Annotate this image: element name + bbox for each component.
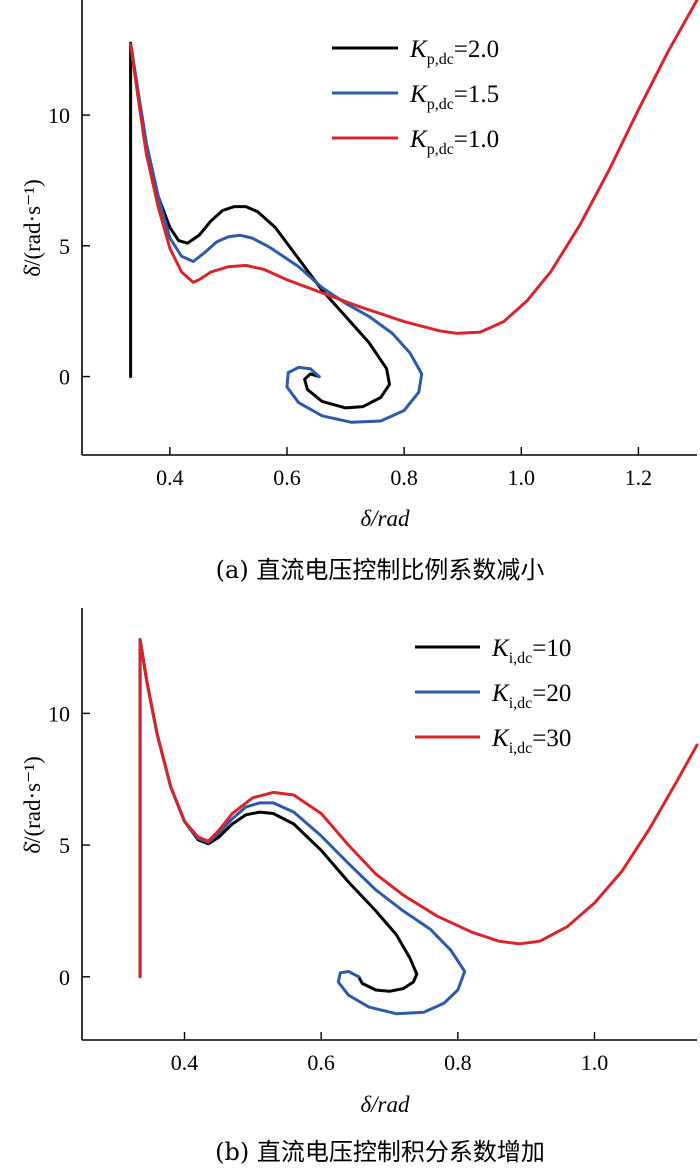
panel-a-ticks: 0.4 0.6 0.8 1.0 1.2 0 5 10 <box>48 103 652 490</box>
y-tick-label: 0 <box>59 965 70 990</box>
series-line-2 <box>129 43 424 424</box>
x-tick-label: 0.4 <box>171 1050 199 1075</box>
panel-a-series <box>129 0 699 424</box>
panel-b-caption: (b) 直流电压控制积分系数增加 <box>215 1138 545 1166</box>
y-tick-label: 5 <box>59 833 70 858</box>
panel-a: 0.4 0.6 0.8 1.0 1.2 0 5 10 δ/rad δ̇/(rad·s⁻¹) K… <box>20 0 699 584</box>
x-tick-label: 0.8 <box>444 1050 472 1075</box>
series-line-3 <box>138 638 699 979</box>
legend-label: Kp,dc=1.0 <box>409 126 499 158</box>
x-tick-label: 1.0 <box>508 465 536 490</box>
y-tick-label: 10 <box>48 701 70 726</box>
x-tick-label: 0.8 <box>390 465 418 490</box>
y-tick-label: 10 <box>48 103 70 128</box>
x-tick-label: 0.6 <box>273 465 301 490</box>
x-tick-label: 0.4 <box>156 465 184 490</box>
panel-b-series <box>138 638 699 1016</box>
legend-label: Kp,dc=1.5 <box>409 81 499 113</box>
y-tick-label: 5 <box>59 234 70 259</box>
panel-a-x-axis-title: δ/rad <box>360 506 410 531</box>
legend-label: Kp,dc=2.0 <box>409 36 499 68</box>
legend-label: Ki,dc=30 <box>491 725 571 757</box>
y-tick-label: 0 <box>59 365 70 390</box>
panel-a-y-axis-title: δ̇/(rad·s⁻¹) <box>20 179 45 277</box>
panel-b-y-axis-title: δ̇/(rad·s⁻¹) <box>20 756 45 854</box>
panel-b: 0.4 0.6 0.8 1.0 0 5 10 δ/rad δ̇/(rad·s⁻¹) Ki,d… <box>20 608 699 1166</box>
panel-b-x-axis-title: δ/rad <box>360 1092 410 1117</box>
legend-label: Ki,dc=10 <box>491 635 571 667</box>
x-tick-label: 0.6 <box>307 1050 335 1075</box>
x-tick-label: 1.0 <box>581 1050 609 1075</box>
panel-a-caption: (a) 直流电压控制比例系数减小 <box>216 556 545 584</box>
series-line-1 <box>129 41 391 410</box>
legend-label: Ki,dc=20 <box>491 680 571 712</box>
panel-a-legend: Kp,dc=2.0 Kp,dc=1.5 Kp,dc=1.0 <box>332 36 499 158</box>
x-tick-label: 1.2 <box>625 465 653 490</box>
panel-b-ticks: 0.4 0.6 0.8 1.0 0 5 10 <box>48 701 608 1075</box>
panel-b-legend: Ki,dc=10 Ki,dc=20 Ki,dc=30 <box>415 635 571 757</box>
series-line-3 <box>129 0 699 335</box>
